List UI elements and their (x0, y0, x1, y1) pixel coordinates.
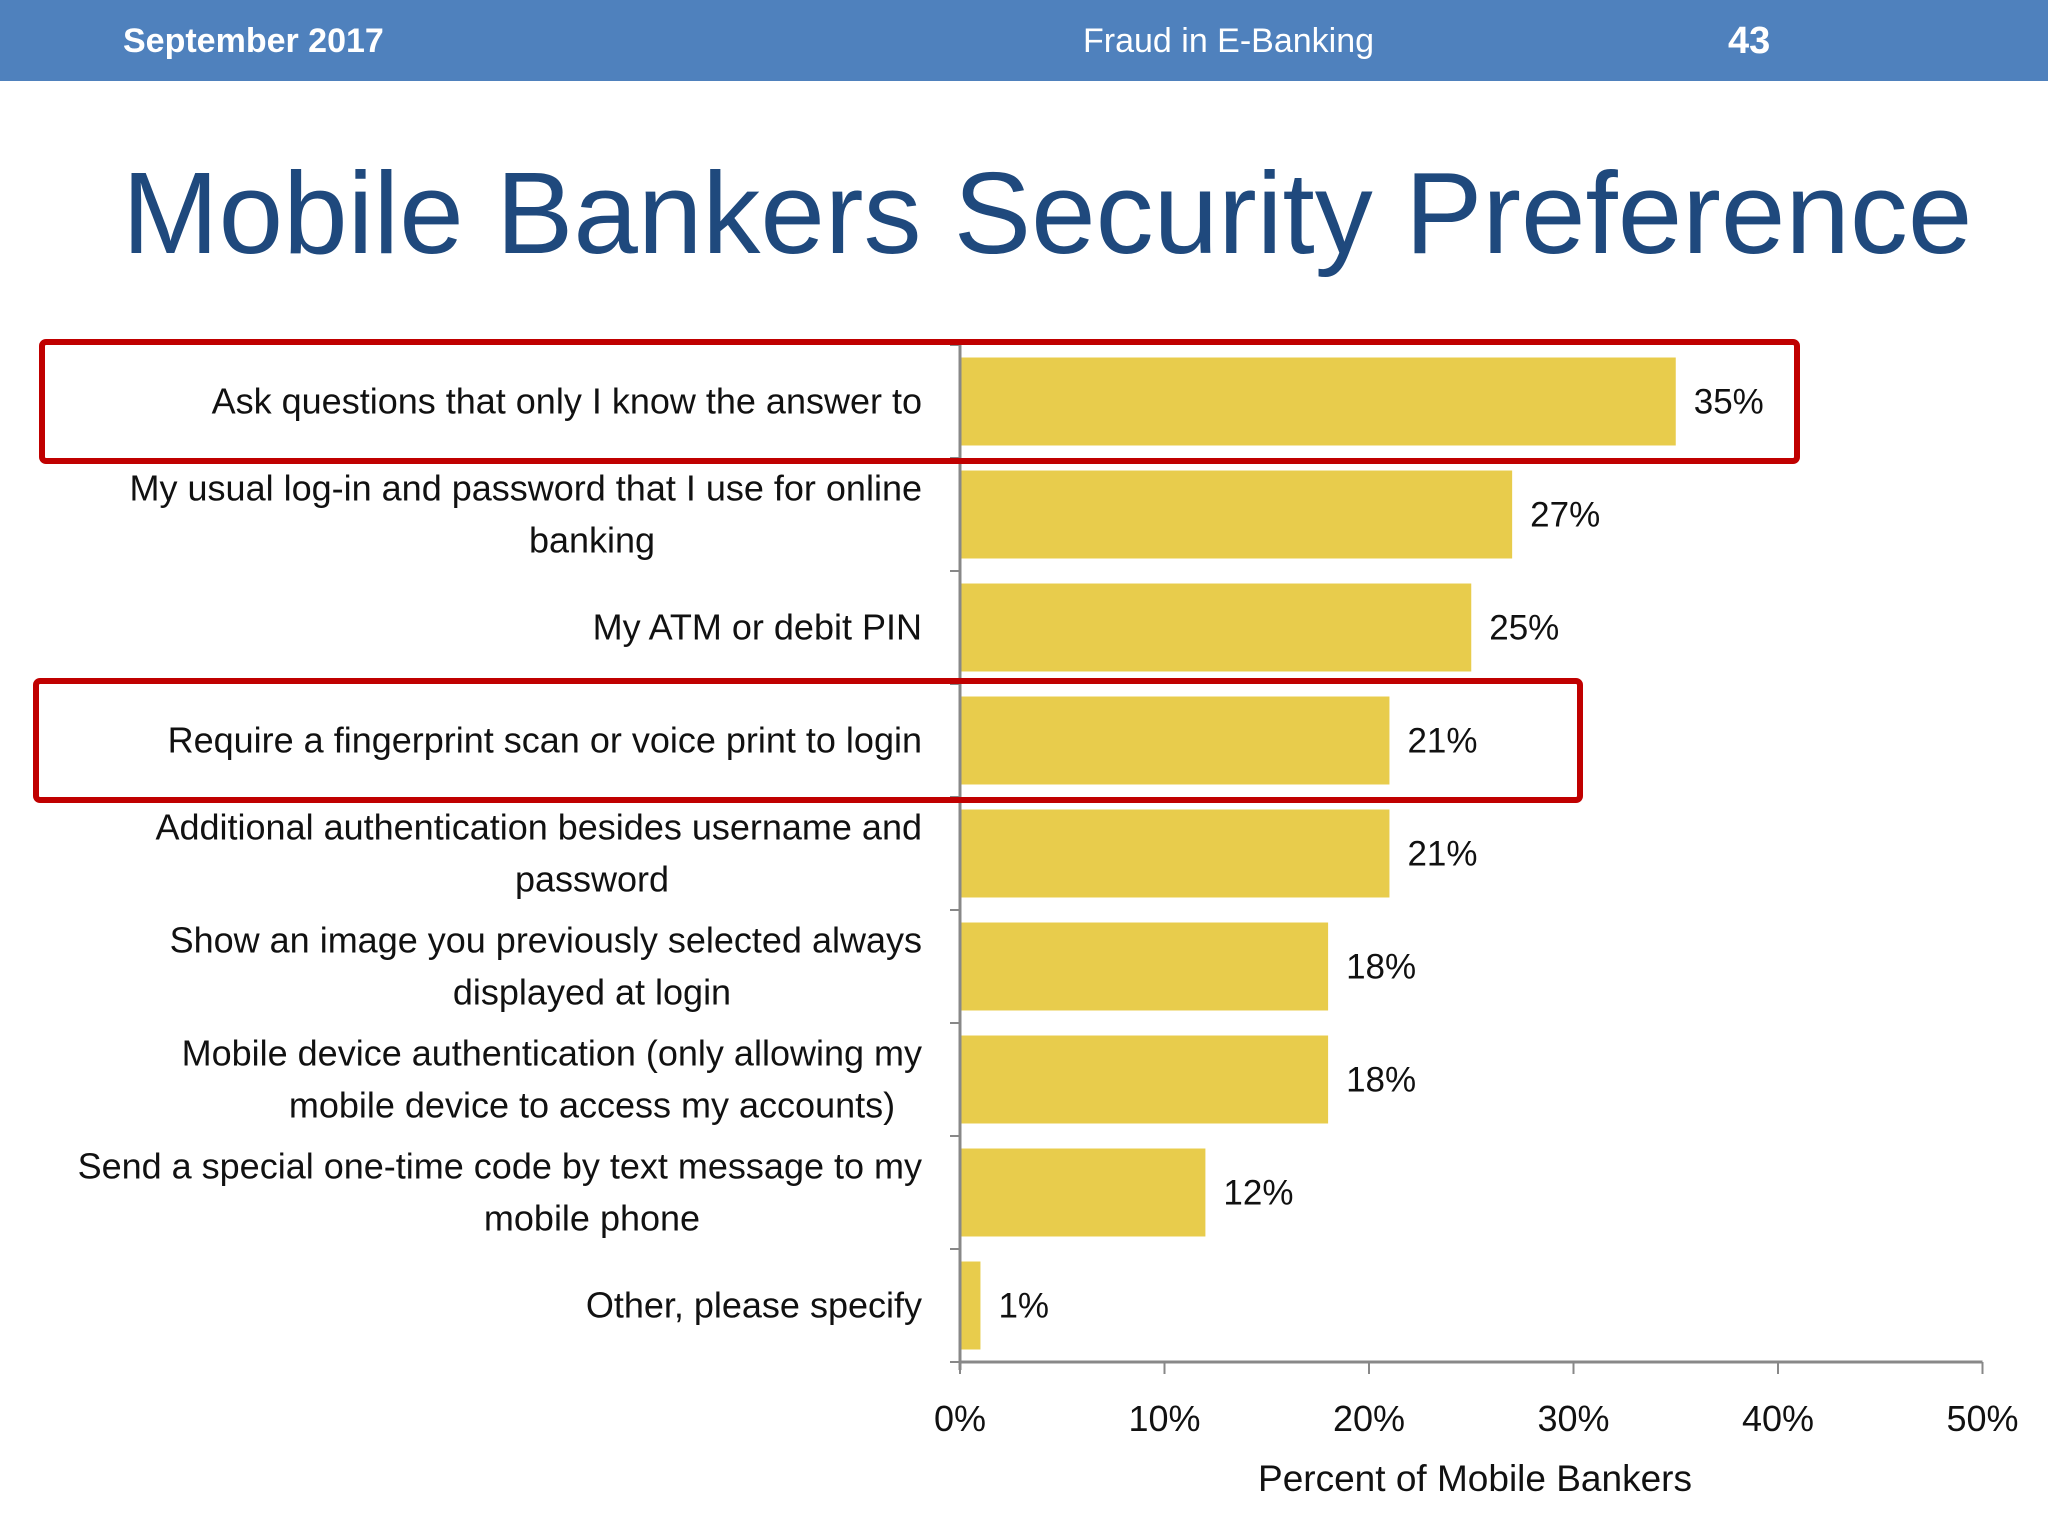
bar (961, 470, 1513, 559)
data-label: 18% (1346, 1061, 1416, 1100)
x-axis-title: Percent of Mobile Bankers (1258, 1458, 1692, 1499)
category-label: Mobile device authentication (only allow… (182, 1033, 922, 1074)
x-tick-label: 0% (934, 1398, 986, 1439)
bar (961, 1035, 1329, 1124)
data-label: 21% (1407, 722, 1477, 761)
data-label: 35% (1694, 383, 1764, 422)
category-label: Require a fingerprint scan or voice prin… (168, 720, 922, 761)
bar (961, 1148, 1206, 1237)
category-label: Ask questions that only I know the answe… (212, 381, 922, 422)
category-label: My ATM or debit PIN (593, 607, 922, 648)
category-label: My usual log-in and password that I use … (130, 468, 922, 509)
category-label: banking (529, 520, 655, 561)
bar (961, 583, 1472, 672)
data-label: 1% (998, 1287, 1049, 1326)
x-tick-label: 40% (1742, 1398, 1814, 1439)
header-date: September 2017 (123, 22, 384, 60)
category-label: Other, please specify (586, 1285, 922, 1326)
data-label: 25% (1489, 609, 1559, 648)
bar (961, 696, 1390, 785)
category-label: Send a special one-time code by text mes… (78, 1146, 922, 1187)
x-tick-label: 20% (1333, 1398, 1405, 1439)
category-label: password (515, 859, 669, 900)
category-label: mobile phone (484, 1198, 700, 1239)
data-label: 18% (1346, 948, 1416, 987)
data-label: 27% (1530, 496, 1600, 535)
slide-header: September 2017 Fraud in E-Banking 43 (0, 0, 2048, 81)
bar (961, 1261, 981, 1350)
header-deck-title: Fraud in E-Banking (1083, 22, 1375, 60)
data-label: 12% (1223, 1174, 1293, 1213)
category-label: mobile device to access my accounts) (289, 1085, 895, 1126)
category-label: Show an image you previously selected al… (170, 920, 922, 961)
category-label: displayed at login (453, 972, 731, 1013)
highlight-box (33, 678, 1583, 803)
x-tick-label: 50% (1946, 1398, 2018, 1439)
bar (961, 809, 1390, 898)
x-tick-label: 10% (1128, 1398, 1200, 1439)
x-tick-label: 30% (1537, 1398, 1609, 1439)
bar (961, 357, 1676, 446)
highlight-box (39, 339, 1800, 464)
slide-title: Mobile Bankers Security Preference (122, 148, 1973, 278)
category-label: Additional authentication besides userna… (155, 807, 922, 848)
bar (961, 922, 1329, 1011)
page-number: 43 (1728, 20, 1771, 62)
data-label: 21% (1407, 835, 1477, 874)
